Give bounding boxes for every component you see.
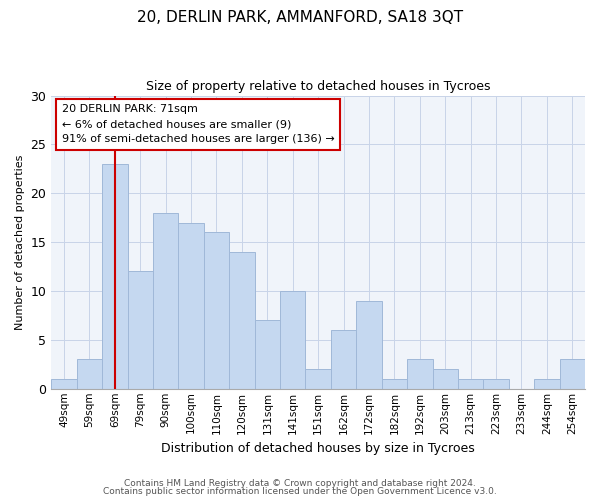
Bar: [51, 379, 77, 389]
Text: 20, DERLIN PARK, AMMANFORD, SA18 3QT: 20, DERLIN PARK, AMMANFORD, SA18 3QT: [137, 10, 463, 25]
Bar: [433, 369, 458, 389]
Bar: [229, 252, 254, 389]
Y-axis label: Number of detached properties: Number of detached properties: [15, 154, 25, 330]
Bar: [484, 379, 509, 389]
Bar: [178, 222, 204, 389]
Bar: [407, 360, 433, 389]
Bar: [305, 369, 331, 389]
Text: Contains public sector information licensed under the Open Government Licence v3: Contains public sector information licen…: [103, 487, 497, 496]
Bar: [331, 330, 356, 389]
Bar: [534, 379, 560, 389]
Text: 20 DERLIN PARK: 71sqm
← 6% of detached houses are smaller (9)
91% of semi-detach: 20 DERLIN PARK: 71sqm ← 6% of detached h…: [62, 104, 335, 144]
Bar: [102, 164, 128, 389]
X-axis label: Distribution of detached houses by size in Tycroes: Distribution of detached houses by size …: [161, 442, 475, 455]
Text: Contains HM Land Registry data © Crown copyright and database right 2024.: Contains HM Land Registry data © Crown c…: [124, 478, 476, 488]
Bar: [382, 379, 407, 389]
Title: Size of property relative to detached houses in Tycroes: Size of property relative to detached ho…: [146, 80, 490, 93]
Bar: [77, 360, 102, 389]
Bar: [128, 272, 153, 389]
Bar: [254, 320, 280, 389]
Bar: [356, 301, 382, 389]
Bar: [280, 291, 305, 389]
Bar: [204, 232, 229, 389]
Bar: [153, 213, 178, 389]
Bar: [458, 379, 484, 389]
Bar: [560, 360, 585, 389]
